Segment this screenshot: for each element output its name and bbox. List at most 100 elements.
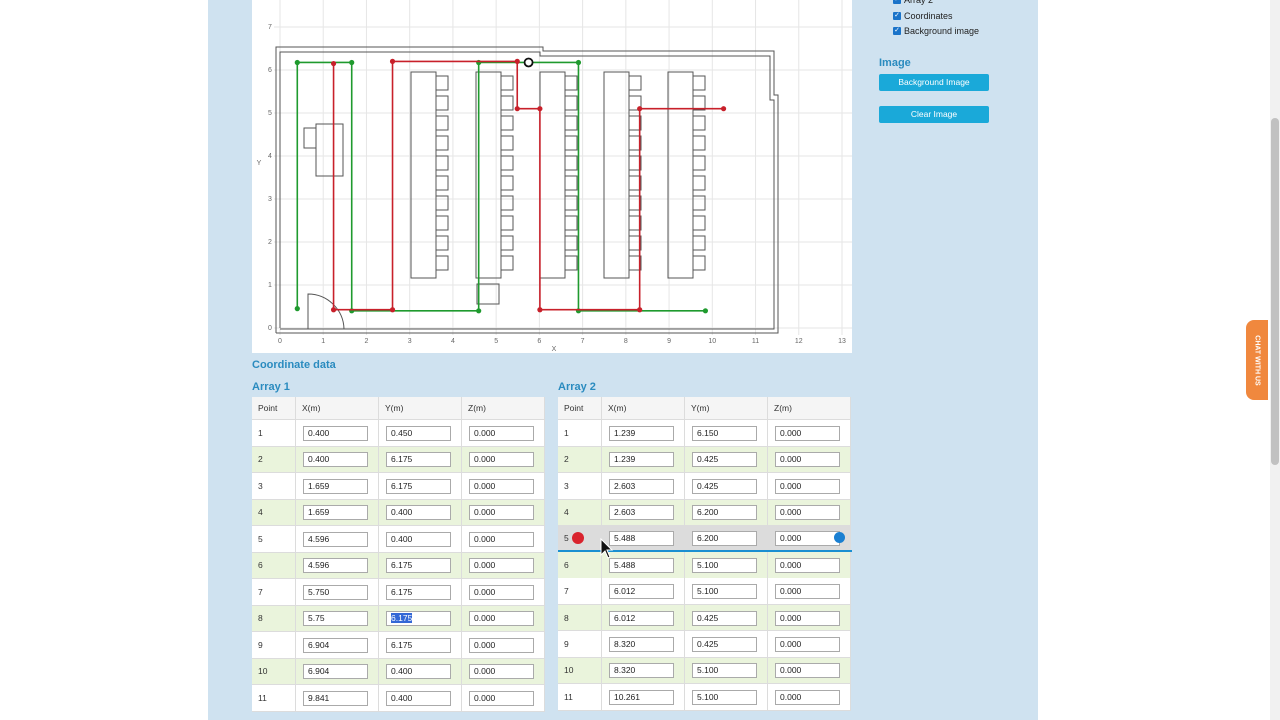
coordinate-input[interactable]: 5.100	[692, 584, 757, 600]
x-tick-label: 9	[667, 338, 671, 345]
array2-point	[537, 106, 543, 112]
x-tick-label: 0	[278, 338, 282, 345]
coordinate-input[interactable]: 6.904	[303, 664, 368, 680]
coordinate-input[interactable]: 0.450	[386, 425, 451, 441]
point-number: 7	[558, 578, 602, 605]
coordinate-input[interactable]: 5.100	[692, 663, 757, 679]
coordinate-input[interactable]: 0.400	[303, 452, 368, 468]
x-tick-label: 2	[365, 338, 369, 345]
point-number: 1	[252, 420, 296, 447]
chat-tab[interactable]: CHAT WITH US	[1246, 320, 1268, 400]
coordinate-input[interactable]: 1.239	[609, 452, 674, 468]
coordinate-input[interactable]: 6.175	[386, 611, 451, 627]
chair	[435, 215, 449, 231]
coordinate-input[interactable]: 5.100	[692, 689, 757, 705]
coordinate-input[interactable]: 0.000	[469, 531, 534, 547]
coordinate-input[interactable]: 0.000	[469, 664, 534, 680]
coordinate-input[interactable]: 0.000	[775, 584, 840, 600]
coordinate-input[interactable]: 0.000	[469, 452, 534, 468]
coordinate-input[interactable]: 6.175	[386, 584, 451, 600]
checkbox[interactable]: ✓	[893, 11, 901, 20]
coordinate-input[interactable]: 0.000	[775, 557, 840, 573]
coordinate-input[interactable]: 0.400	[386, 690, 451, 706]
point-number: 11	[558, 684, 602, 711]
coordinate-input[interactable]: 0.000	[775, 530, 840, 546]
chair	[435, 255, 449, 271]
coordinate-input[interactable]: 5.488	[609, 557, 674, 573]
coordinate-input[interactable]: 5.488	[609, 530, 674, 546]
chair	[564, 155, 578, 171]
coordinate-input[interactable]: 9.841	[303, 690, 368, 706]
coordinate-input[interactable]: 6.150	[692, 425, 757, 441]
coordinate-input[interactable]: 8.320	[609, 663, 674, 679]
point-number: 8	[558, 604, 602, 632]
coordinate-input[interactable]: 0.000	[775, 425, 840, 441]
coordinate-input[interactable]: 0.000	[775, 505, 840, 521]
point-number: 1	[558, 420, 602, 447]
coordinate-input[interactable]: 2.603	[609, 478, 674, 494]
coordinate-input[interactable]: 0.000	[469, 637, 534, 653]
coordinate-input[interactable]: 1.659	[303, 505, 368, 521]
coordinate-input[interactable]: 6.175	[386, 478, 451, 494]
coordinate-input[interactable]: 0.425	[692, 610, 757, 626]
coordinate-input[interactable]: 1.659	[303, 478, 368, 494]
add-point-button[interactable]	[834, 532, 845, 543]
coordinate-input[interactable]: 0.000	[775, 610, 840, 626]
checkbox-row[interactable]: ✓ Background image	[893, 26, 979, 36]
coordinate-input[interactable]: 1.239	[609, 425, 674, 441]
coordinate-input[interactable]: 0.000	[469, 478, 534, 494]
checkbox-row[interactable]: ✓Array 2	[893, 0, 933, 5]
coordinate-input[interactable]: 0.000	[469, 505, 534, 521]
checkbox[interactable]: ✓	[893, 0, 901, 4]
coordinate-input[interactable]: 6.012	[609, 584, 674, 600]
coordinate-input[interactable]: 6.175	[386, 452, 451, 468]
clear-image-button[interactable]: Clear Image	[879, 106, 989, 123]
coordinate-input[interactable]: 0.425	[692, 636, 757, 652]
coordinate-input[interactable]: 0.000	[775, 689, 840, 705]
coordinate-input[interactable]: 6.175	[386, 558, 451, 574]
coordinate-input[interactable]: 0.000	[469, 690, 534, 706]
coordinate-input[interactable]: 0.000	[775, 663, 840, 679]
chair	[500, 215, 514, 231]
chair	[628, 115, 642, 131]
coordinate-input[interactable]: 0.000	[775, 478, 840, 494]
coordinate-input[interactable]: 6.200	[692, 505, 757, 521]
checkbox-row[interactable]: ✓ Coordinates	[893, 11, 953, 21]
coordinate-input[interactable]: 0.000	[469, 584, 534, 600]
checkbox[interactable]: ✓	[893, 27, 901, 35]
coordinate-input[interactable]: 6.012	[609, 610, 674, 626]
delete-point-button[interactable]	[572, 532, 584, 544]
coordinate-input[interactable]: 0.400	[386, 531, 451, 547]
table-title: Array 2	[558, 381, 596, 393]
scrollbar-thumb[interactable]	[1271, 118, 1279, 465]
coordinate-input[interactable]: 0.400	[386, 505, 451, 521]
coordinate-input[interactable]: 6.175	[386, 637, 451, 653]
coordinate-input[interactable]: 5.100	[692, 557, 757, 573]
chair	[628, 215, 642, 231]
coordinate-input[interactable]: 8.320	[609, 636, 674, 652]
chair	[435, 235, 449, 251]
coordinate-input[interactable]: 0.000	[469, 611, 534, 627]
coordinate-input[interactable]: 6.904	[303, 637, 368, 653]
coordinate-input[interactable]: 5.750	[303, 584, 368, 600]
chair	[628, 95, 642, 111]
coordinate-input[interactable]: 4.596	[303, 558, 368, 574]
coordinate-input[interactable]: 4.596	[303, 531, 368, 547]
coordinate-input[interactable]: 0.000	[469, 558, 534, 574]
coordinate-input[interactable]: 0.000	[775, 636, 840, 652]
x-tick-label: 5	[494, 338, 498, 345]
coordinate-input[interactable]: 0.400	[386, 664, 451, 680]
coordinate-input[interactable]: 0.425	[692, 452, 757, 468]
coordinate-input[interactable]: 0.000	[775, 452, 840, 468]
coordinate-input[interactable]: 10.261	[609, 689, 674, 705]
coordinate-input[interactable]: 0.000	[469, 425, 534, 441]
coordinate-input[interactable]: 6.200	[692, 530, 757, 546]
background-image-button[interactable]: Background Image	[879, 74, 989, 91]
coordinate-input[interactable]: 2.603	[609, 505, 674, 521]
coordinate-input[interactable]: 0.425	[692, 478, 757, 494]
chair	[500, 75, 514, 91]
coordinate-input[interactable]: 5.75	[303, 611, 368, 627]
coordinate-input[interactable]: 0.400	[303, 425, 368, 441]
